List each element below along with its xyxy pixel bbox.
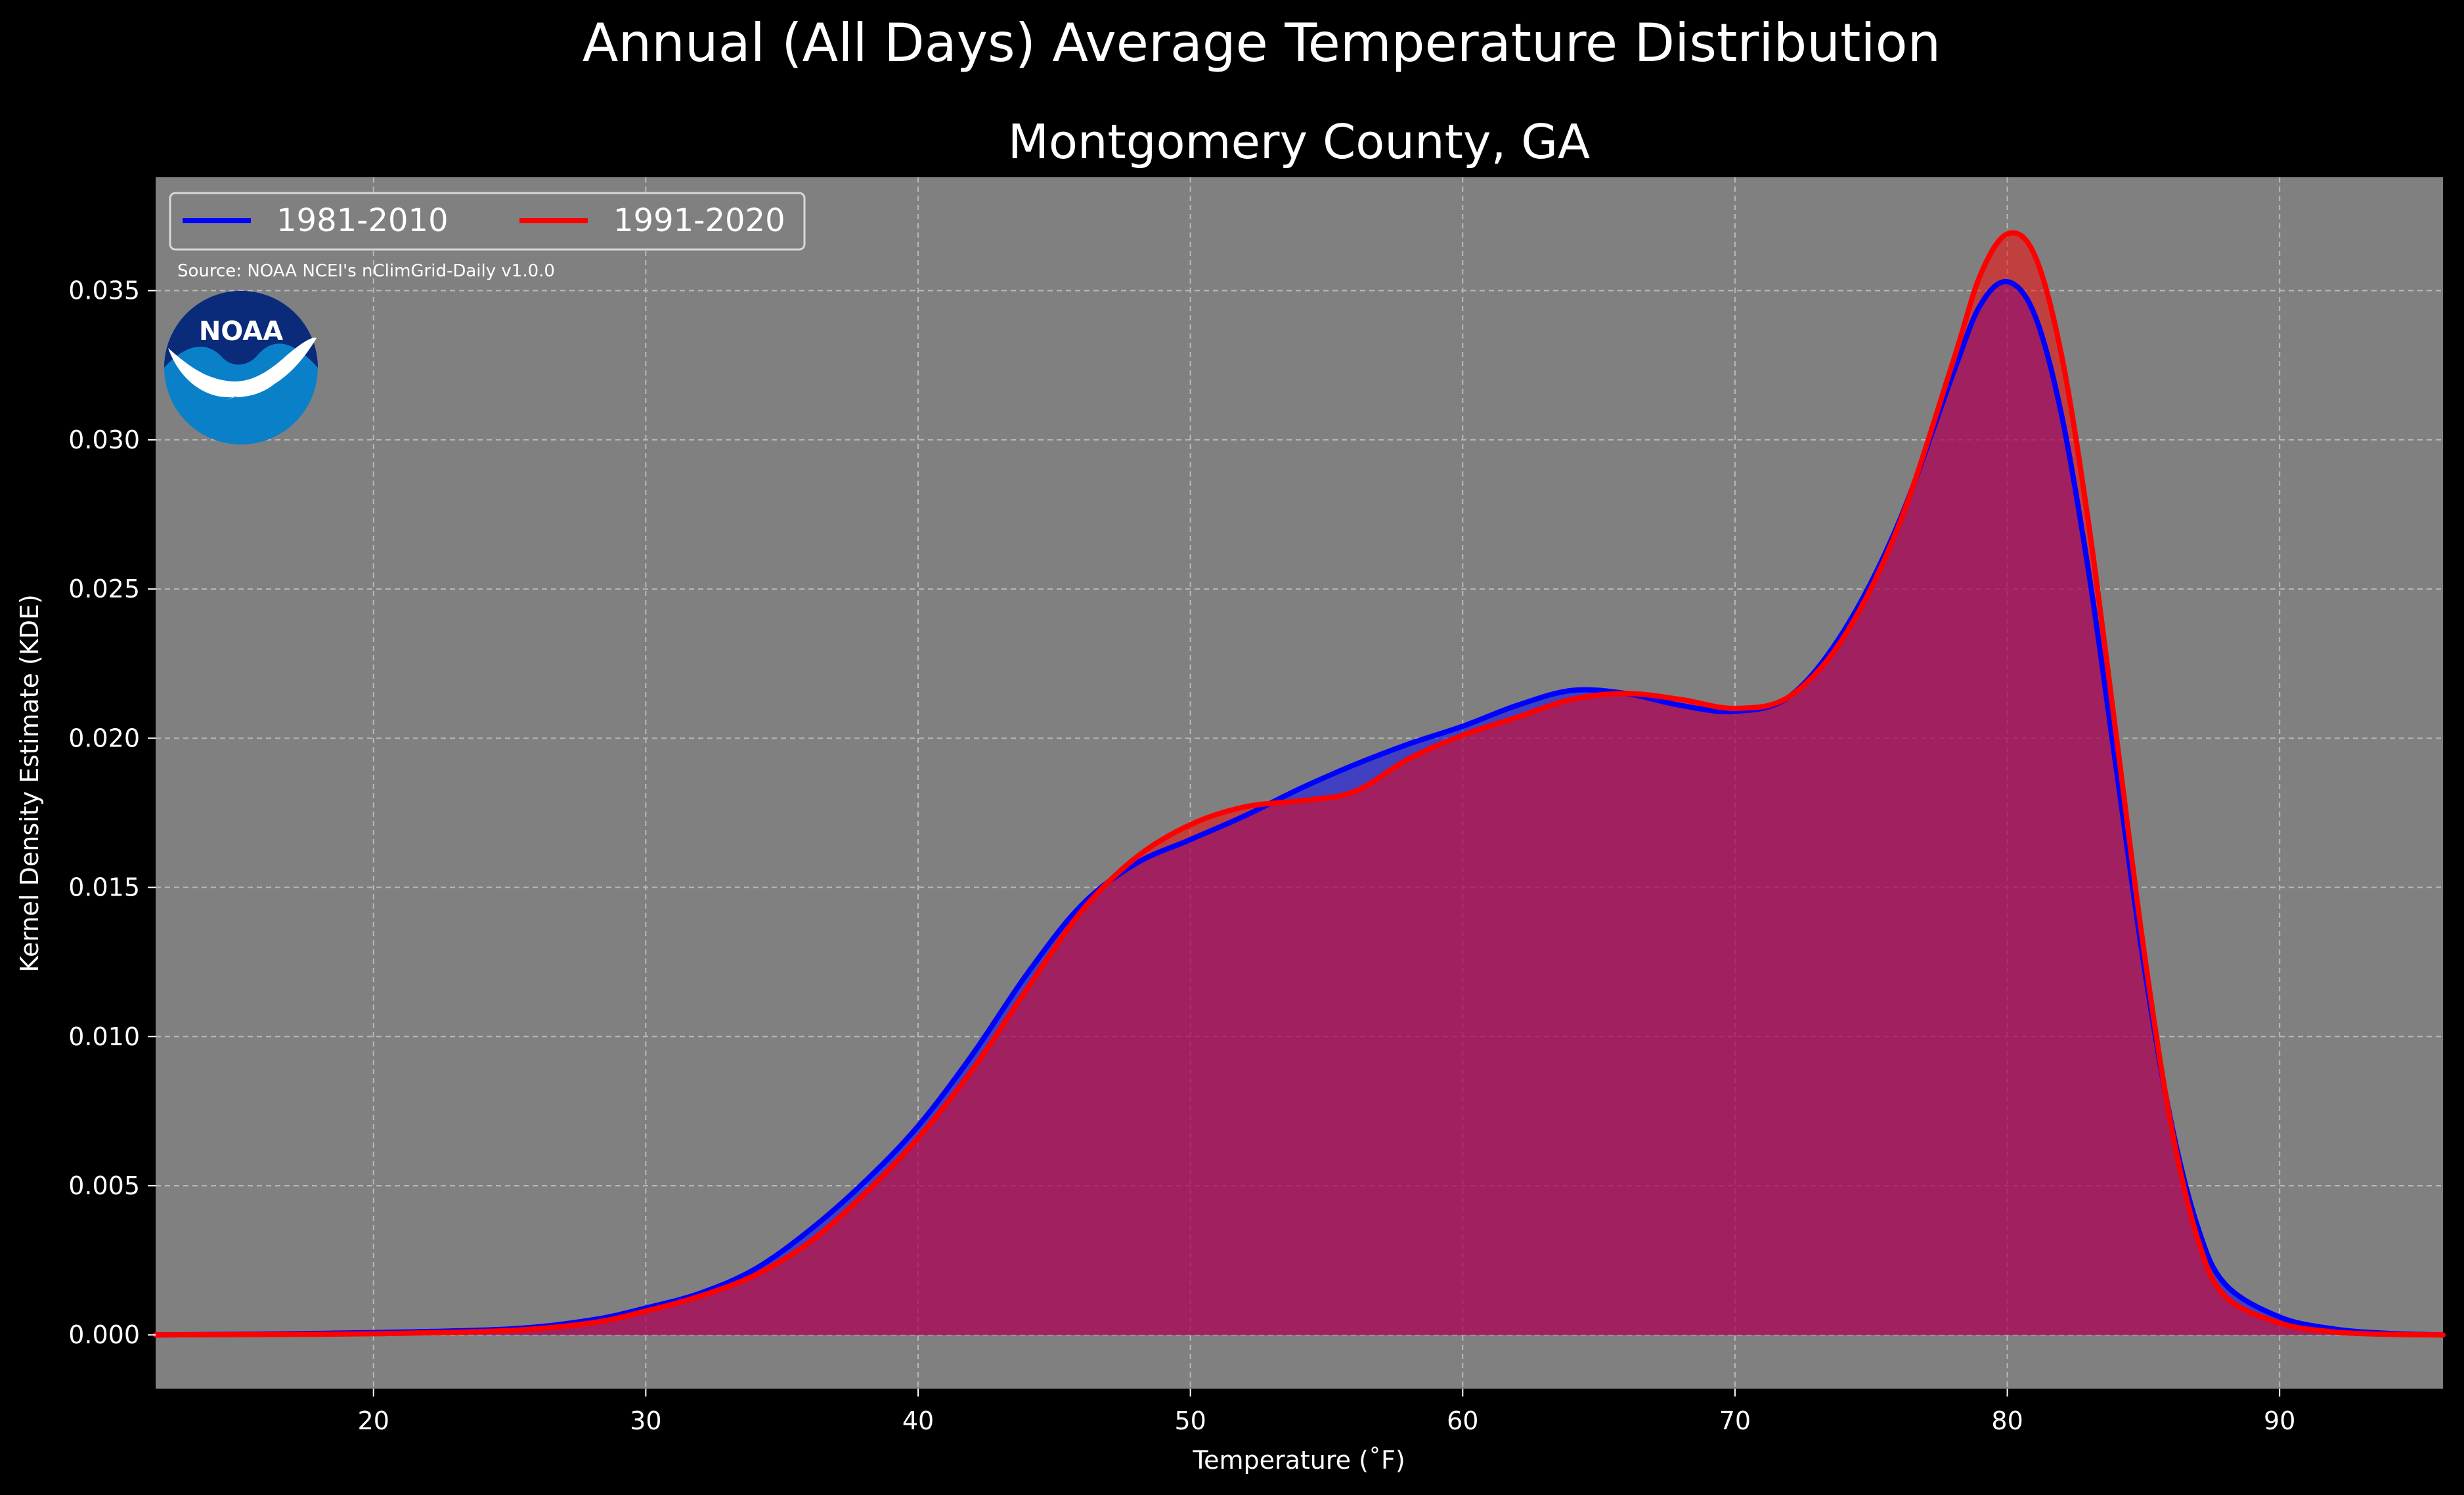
series-layer: [153, 230, 2446, 1338]
y-tick-label: 0.005: [68, 1171, 140, 1200]
series-area-1991-2020: [156, 232, 2443, 1335]
noaa-logo-gull: [168, 337, 317, 401]
y-tick-label: 0.020: [68, 724, 140, 752]
y-tick-label: 0.010: [68, 1022, 140, 1051]
legend-box: [169, 192, 806, 251]
x-tick-label: 90: [2264, 1406, 2295, 1435]
noaa-logo-text: NOAA: [199, 316, 283, 347]
x-tick-label: 80: [1991, 1406, 2023, 1435]
x-tick-label: 60: [1447, 1406, 1478, 1435]
y-tick-label: 0.035: [68, 276, 140, 305]
series-line-1991-2020: [153, 230, 2446, 1338]
chart-subtitle: Montgomery County, GA: [1008, 114, 1591, 169]
legend-label-1981-2010: 1981-2010: [276, 202, 449, 239]
x-tick-label: 70: [1719, 1406, 1751, 1435]
legend: 1981-2010 1991-2020: [169, 192, 806, 251]
x-tick-label: 30: [630, 1406, 661, 1435]
x-axis-label: Temperature (˚F): [1192, 1446, 1405, 1475]
plot-area: [153, 177, 2446, 1389]
y-tick-label: 0.030: [68, 425, 140, 454]
y-axis-label: Kernel Density Estimate (KDE): [15, 594, 44, 972]
x-axis: 20 30 40 50 60 70 80 90: [358, 1389, 2295, 1435]
legend-label-1991-2020: 1991-2020: [613, 202, 785, 239]
noaa-logo: NOAA: [164, 291, 318, 444]
y-tick-label: 0.015: [68, 873, 140, 902]
x-tick-label: 20: [358, 1406, 389, 1435]
source-note: Source: NOAA NCEI's nClimGrid-Daily v1.0…: [177, 261, 555, 281]
x-tick-label: 50: [1174, 1406, 1206, 1435]
x-tick-label: 40: [902, 1406, 934, 1435]
y-tick-label: 0.025: [68, 574, 140, 603]
y-tick-label: 0.000: [68, 1320, 140, 1349]
y-axis: 0.000 0.005 0.010 0.015 0.020 0.025 0.030 0.035: [68, 276, 156, 1349]
noaa-logo-top: [164, 291, 318, 368]
chart-title: Annual (All Days) Average Temperature Di…: [583, 12, 1941, 74]
